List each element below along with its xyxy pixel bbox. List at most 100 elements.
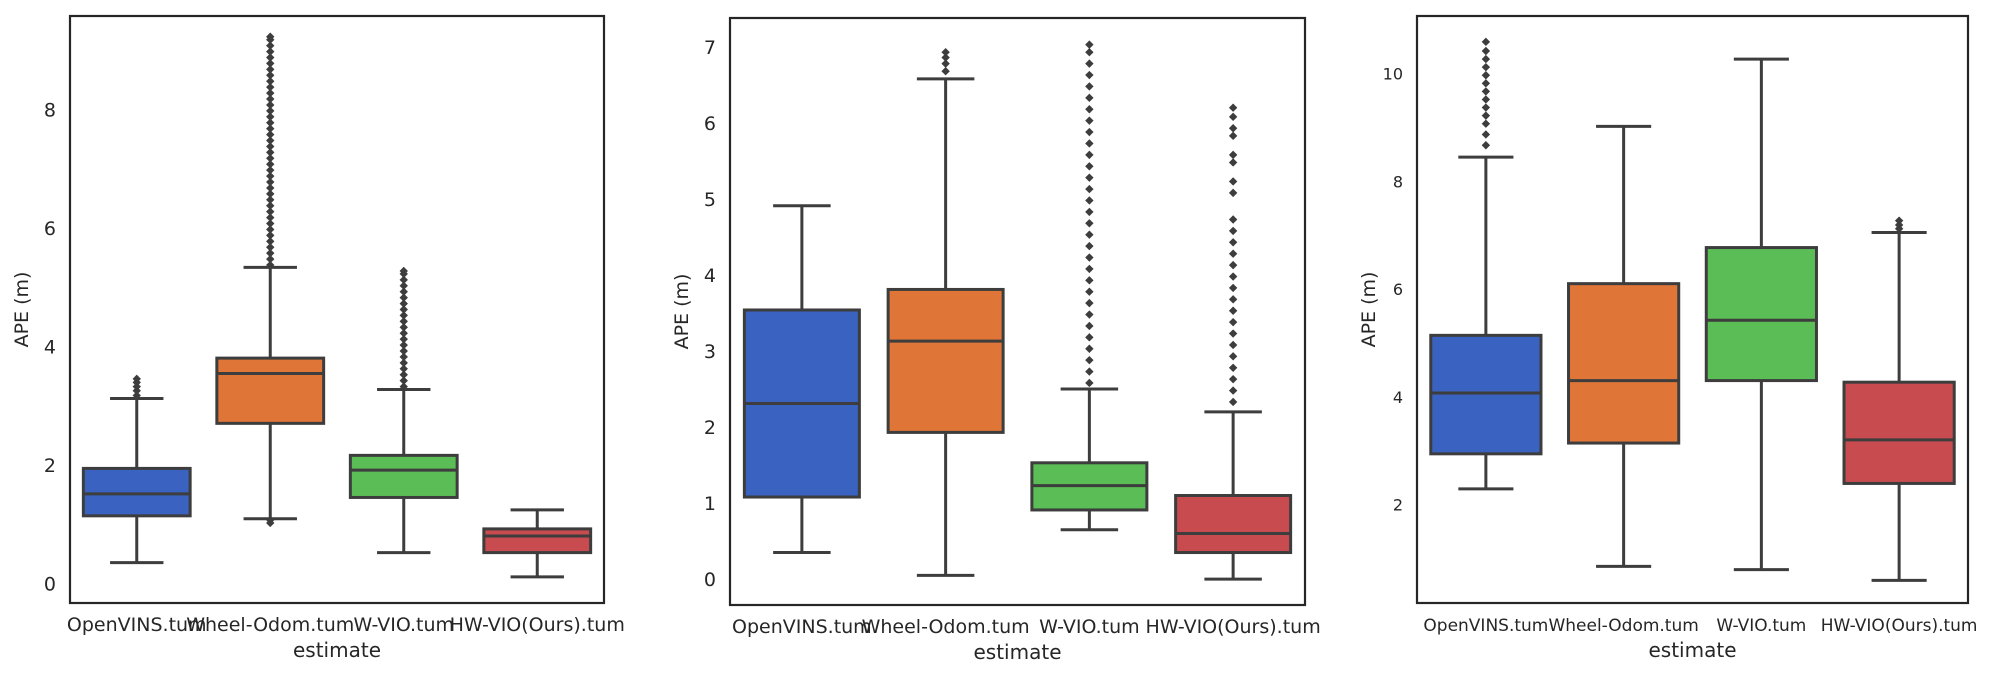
outlier-point	[266, 207, 275, 216]
outlier-point	[266, 183, 275, 193]
outlier-point	[266, 130, 275, 139]
box-4	[1842, 216, 1956, 582]
outlier-point	[1481, 119, 1491, 128]
y-tick-label: 10	[1383, 65, 1403, 84]
x-tick-label: W-VIO.tum	[353, 614, 454, 636]
outlier-point	[399, 287, 408, 296]
outlier-point	[941, 48, 950, 57]
outlier-point	[1085, 355, 1094, 365]
outlier-point	[1228, 249, 1238, 258]
box-2	[886, 48, 1005, 577]
outlier-point	[266, 118, 275, 127]
x-tick-label: HW-VIO(Ours).tum	[1146, 616, 1321, 638]
outlier-point	[1085, 253, 1094, 262]
plot-frame	[728, 16, 1307, 607]
outlier-point	[1228, 131, 1238, 141]
outlier-point	[266, 136, 275, 145]
outlier-point	[1228, 112, 1238, 122]
chart-panel-3: 2 4 6 8 10 APE (m) OpenVINS.tum Wheel-Odom.tum W…	[1358, 14, 1978, 662]
outlier-point	[1228, 283, 1238, 293]
outlier-point	[1228, 397, 1238, 407]
outlier-point	[266, 100, 275, 110]
outlier-point	[1085, 241, 1094, 251]
y-tick-label: 1	[704, 493, 716, 515]
outlier-point	[266, 47, 275, 56]
outlier-point	[266, 65, 275, 74]
outlier-point	[1085, 82, 1094, 91]
y-tick-label: 3	[704, 341, 716, 363]
outlier-point	[266, 248, 275, 258]
outlier-point	[266, 201, 275, 210]
outlier-point	[1228, 260, 1238, 270]
outlier-point	[1228, 272, 1238, 281]
x-tick-label: W-VIO.tum	[1039, 616, 1140, 638]
outlier-point	[1085, 344, 1094, 353]
y-tick-label: 0	[704, 569, 716, 591]
outlier-point	[266, 160, 275, 169]
outlier-point	[266, 171, 275, 181]
outlier-point	[1228, 363, 1238, 372]
outlier-point	[1085, 93, 1094, 103]
box-4	[482, 508, 593, 579]
outlier-point	[1085, 127, 1094, 137]
outlier-point	[941, 53, 950, 62]
outlier-point	[1085, 116, 1094, 125]
outlier-point	[1481, 87, 1491, 96]
chart-panel-2: 0 1 2 3 4 5 6 7 APE (m) OpenVINS.tumWheel-Odom.tu…	[671, 16, 1321, 664]
outlier-point	[266, 213, 275, 222]
box-1	[81, 374, 192, 565]
y-tick-label: 6	[44, 218, 56, 240]
outlier-point	[399, 275, 408, 285]
y-tick-label: 5	[704, 189, 716, 211]
outlier-point	[399, 305, 408, 314]
outlier-point	[266, 94, 275, 104]
outlier-point	[399, 293, 408, 302]
outlier-point	[1085, 59, 1094, 68]
outlier-point	[1085, 162, 1094, 171]
y-tick-label: 2	[1393, 496, 1403, 515]
outlier-point	[1228, 340, 1238, 350]
outlier-point	[1085, 276, 1094, 285]
outlier-point	[399, 364, 408, 373]
outlier-point	[1085, 40, 1094, 49]
outlier-point	[1085, 367, 1094, 376]
box-iqr	[215, 356, 326, 425]
outlier-point	[1481, 62, 1491, 72]
outlier-point	[1085, 310, 1094, 319]
y-tick-label: 8	[44, 99, 56, 121]
box-iqr	[1704, 246, 1818, 383]
plot-frame	[68, 14, 606, 605]
outlier-point	[1228, 158, 1238, 167]
outlier-point	[1481, 46, 1491, 56]
outlier-point	[399, 370, 408, 379]
box-1	[1429, 37, 1543, 491]
outlier-point	[1228, 306, 1238, 315]
box-3	[1030, 40, 1149, 532]
outlier-point	[1085, 287, 1094, 296]
outlier-point	[266, 142, 275, 151]
y-tick-label: 0	[44, 574, 56, 596]
box-iqr	[1429, 333, 1543, 456]
outlier-point	[266, 165, 275, 175]
outlier-point	[266, 112, 275, 121]
box-iqr	[482, 527, 593, 555]
outlier-point	[266, 515, 275, 525]
outlier-point	[1228, 226, 1238, 236]
outlier-point	[1228, 103, 1238, 112]
y-axis-label: APE (m)	[671, 274, 693, 350]
outlier-point	[132, 391, 141, 400]
x-axis-label: estimate	[973, 640, 1061, 664]
outlier-point	[132, 374, 141, 384]
box-4	[1174, 103, 1293, 581]
box-iqr	[348, 453, 459, 499]
outlier-point	[266, 254, 275, 264]
outlier-point	[399, 382, 408, 391]
outlier-point	[1481, 71, 1491, 80]
x-tick-label: Wheel-Odom.tum	[186, 614, 354, 636]
outlier-point	[266, 189, 275, 199]
outlier-point	[399, 311, 408, 320]
outlier-point	[1085, 139, 1094, 148]
plot-frame	[1415, 14, 1970, 605]
